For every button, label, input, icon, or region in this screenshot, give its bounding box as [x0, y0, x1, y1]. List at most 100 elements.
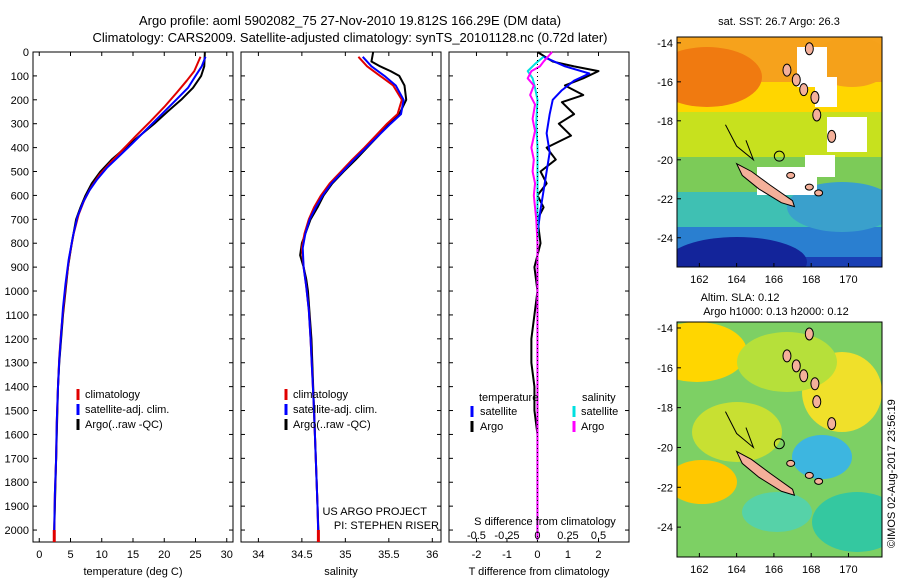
x-tick-label: 25 [189, 549, 201, 561]
sst-map-frame [676, 36, 883, 268]
sst-warm-patch [677, 47, 762, 107]
lat-tick-label: -22 [657, 194, 673, 206]
y-tick-label: 1900 [5, 501, 29, 513]
lat-tick-label: -16 [657, 363, 673, 375]
sla-patch [792, 435, 852, 479]
series-satellite-adj-clim- [53, 56, 207, 540]
lon-tick-label: 164 [727, 274, 745, 286]
lat-tick-label: -20 [657, 155, 673, 167]
island-loyalty [786, 459, 796, 467]
sla-patch [677, 460, 737, 504]
sst-map [676, 36, 883, 268]
y-tick-label: 1400 [5, 382, 29, 394]
series-salinity-argo [526, 51, 553, 540]
sla-map-subtitle: Argo h1000: 0.13 h2000: 0.12 [703, 306, 849, 318]
salinity-xlabel: salinity [324, 566, 358, 578]
y-tick-label: 1100 [5, 310, 29, 322]
sst-cloud-mask [805, 155, 835, 177]
difference-xlabel: T difference from climatology [469, 566, 610, 578]
island-vanuatu [799, 369, 809, 383]
difference-plot-frame [448, 51, 630, 543]
island-vanuatu [812, 108, 822, 122]
island-loyalty [804, 183, 814, 191]
x-tick-label: -1 [502, 549, 512, 561]
lon-tick-label: 162 [690, 564, 708, 576]
legend-label: Argo(..raw -QC) [293, 419, 371, 431]
lon-tick-label: 162 [690, 274, 708, 286]
island-vanuatu [799, 83, 809, 97]
legend-label: satellite-adj. clim. [293, 404, 377, 416]
y-tick-label: 300 [11, 119, 29, 131]
x-tick-label: 35.5 [378, 549, 399, 561]
imos-credit: ©IMOS 02-Aug-2017 23:56:19 [886, 399, 898, 548]
island-new-caledonia [735, 162, 796, 208]
x-tick-label: 34 [252, 549, 264, 561]
island-loyalty [804, 471, 814, 479]
lat-tick-label: -20 [657, 442, 673, 454]
annotation-project: US ARGO PROJECT [322, 506, 427, 518]
lon-tick-label: 170 [839, 274, 857, 286]
lon-tick-label: 170 [839, 564, 857, 576]
s-tick-label: -0.25 [494, 530, 519, 542]
legend-label: Argo [581, 421, 604, 433]
lat-tick-label: -22 [657, 482, 673, 494]
x-tick-label: 0 [534, 549, 540, 561]
island-vanuatu [810, 90, 820, 104]
y-tick-label: 600 [11, 190, 29, 202]
x-tick-label: 5 [67, 549, 73, 561]
island-vanuatu [804, 42, 814, 56]
y-tick-label: 100 [11, 71, 29, 83]
legend-title-salinity: salinity [582, 392, 616, 404]
legend-label: climatology [293, 389, 349, 401]
sla-patch [742, 492, 812, 532]
y-tick-label: 1700 [5, 453, 29, 465]
sst-map-title: sat. SST: 26.7 Argo: 26.3 [718, 16, 840, 28]
lon-tick-label: 166 [765, 274, 783, 286]
y-tick-label: 400 [11, 143, 29, 155]
argo-position-marker [773, 150, 785, 162]
island-vanuatu [827, 417, 837, 431]
island-vanuatu [827, 129, 837, 143]
lat-tick-label: -18 [657, 116, 673, 128]
y-tick-label: 1000 [5, 286, 29, 298]
sla-patch [677, 322, 747, 382]
difference-s-xlabel: S difference from climatology [474, 516, 616, 528]
lon-tick-label: 166 [765, 564, 783, 576]
island-vanuatu [804, 327, 814, 341]
sst-cloud-mask [845, 135, 867, 151]
y-tick-label: 0 [23, 47, 29, 59]
y-tick-label: 1300 [5, 358, 29, 370]
series-satellite-adj-clim- [301, 56, 405, 540]
reef-outline [725, 124, 755, 162]
legend-title-temperature: temperature [479, 392, 538, 404]
lat-tick-label: -24 [657, 233, 673, 245]
chart-title: Argo profile: aoml 5902082_75 27-Nov-201… [138, 13, 562, 28]
x-tick-label: 20 [158, 549, 170, 561]
y-tick-label: 200 [11, 95, 29, 107]
chart-subtitle: Climatology: CARS2009. Satellite-adjuste… [92, 30, 608, 45]
y-tick-label: 1500 [5, 406, 29, 418]
argo-position-marker [773, 438, 785, 450]
lat-tick-label: -18 [657, 403, 673, 415]
legend-label: satellite [581, 406, 618, 418]
legend-label: Argo(..raw -QC) [85, 419, 163, 431]
sla-patch [812, 492, 882, 552]
y-tick-label: 500 [11, 167, 29, 179]
lon-tick-label: 168 [802, 564, 820, 576]
x-tick-label: 36 [426, 549, 438, 561]
legend-label: satellite-adj. clim. [85, 404, 169, 416]
island-vanuatu [782, 349, 792, 363]
x-tick-label: 0 [36, 549, 42, 561]
x-tick-label: 2 [595, 549, 601, 561]
y-tick-label: 2000 [5, 525, 29, 537]
lat-tick-label: -14 [657, 38, 673, 50]
sst-cold-patch [677, 237, 807, 267]
x-tick-label: 34.5 [291, 549, 312, 561]
legend-label: Argo [480, 421, 503, 433]
salinity-plot-frame [240, 51, 442, 543]
temperature-xlabel: temperature (deg C) [83, 566, 182, 578]
lat-tick-label: -16 [657, 77, 673, 89]
x-tick-label: 30 [221, 549, 233, 561]
island-loyalty [814, 477, 824, 485]
